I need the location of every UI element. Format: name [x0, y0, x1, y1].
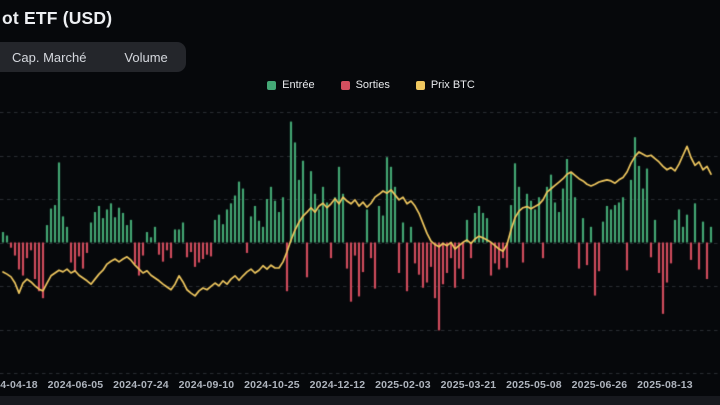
tab-cap-marche[interactable]: Cap. Marché: [12, 49, 87, 65]
x-tick-label: 2024-10-25: [244, 379, 300, 391]
x-tick-label: 2025-08-13: [637, 379, 693, 391]
tab-bar: Cap. Marché Volume: [0, 42, 186, 72]
page-title: ot ETF (USD): [2, 8, 113, 28]
bottom-panel-edge: [0, 396, 720, 405]
x-axis: 2024-04-18 2024-06-05 2024-07-24 2024-09-10…: [0, 379, 720, 395]
chart-legend: Entrée Sorties Prix BTC: [0, 79, 720, 91]
x-tick-label: 2024-07-24: [113, 379, 169, 391]
legend-label-prix-btc: Prix BTC: [430, 79, 475, 91]
x-tick-label: 2025-02-03: [375, 379, 431, 391]
price-swatch-icon: [415, 80, 425, 90]
inflow-swatch-icon: [267, 80, 277, 90]
x-tick-label: 2025-06-26: [571, 379, 628, 391]
tab-volume[interactable]: Volume: [124, 49, 168, 65]
x-tick-label: 2025-05-08: [506, 379, 562, 391]
x-tick-label: 2024-06-05: [47, 379, 104, 391]
x-tick-label: 2024-09-10: [178, 379, 235, 391]
legend-item-prix-btc[interactable]: Prix BTC: [415, 79, 475, 91]
x-tick-label: 2025-03-21: [440, 379, 497, 391]
outflow-swatch-icon: [340, 80, 350, 90]
legend-item-entree[interactable]: Entrée: [267, 79, 315, 91]
x-tick-label: 2024-04-18: [0, 379, 38, 391]
legend-label-entree: Entrée: [282, 79, 315, 91]
legend-label-sorties: Sorties: [355, 79, 390, 91]
x-tick-label: 2024-12-12: [309, 379, 366, 391]
legend-item-sorties[interactable]: Sorties: [340, 79, 390, 91]
